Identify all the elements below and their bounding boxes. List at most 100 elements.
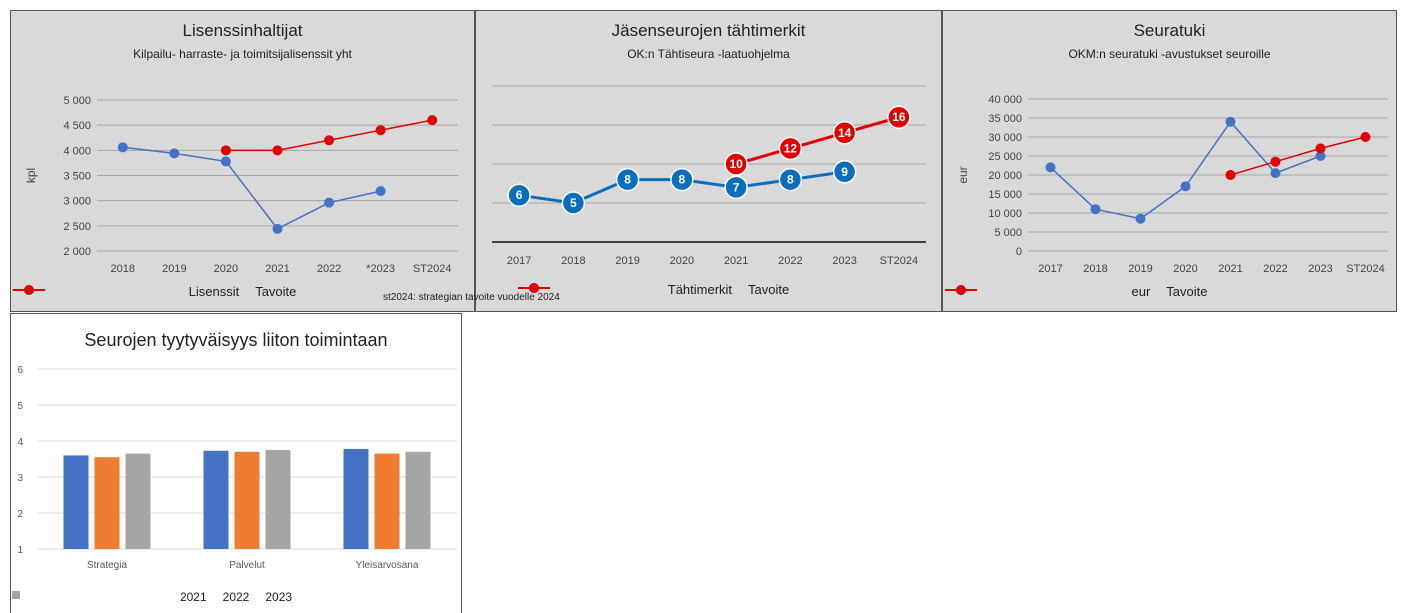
series-line-tavoite — [1230, 136, 1366, 176]
y-tick-label: 2 — [17, 509, 23, 520]
legend-item: Tavoite — [518, 282, 790, 297]
data-point — [832, 121, 857, 145]
bar — [203, 450, 229, 549]
legend-item: eur — [945, 284, 1150, 299]
legend-item: 2021 — [12, 590, 207, 604]
data-point — [1270, 168, 1281, 179]
legend-item: 2022 — [12, 590, 250, 604]
footnote: st2024: strategian tavoite vuodelle 2024 — [383, 292, 560, 303]
chart-subtitle: OKM:n seuratuki -avustukset seuroille — [1068, 47, 1271, 61]
data-point — [1135, 213, 1146, 224]
series-line-lisenssit — [122, 146, 381, 230]
data-point — [272, 145, 283, 156]
chart-legend: eur Tavoite — [943, 284, 1396, 299]
x-tick-label: 2018 — [111, 263, 135, 275]
chart-panel-seuratuki: Seuratuki OKM:n seuratuki -avustukset se… — [942, 10, 1397, 312]
x-tick-label: 2021 — [1218, 263, 1242, 275]
x-tick-label: 2021 — [724, 255, 748, 267]
legend-label: Tavoite — [1166, 284, 1208, 299]
x-tick-label: 2022 — [1263, 263, 1287, 275]
data-point — [1315, 143, 1326, 154]
data-label: 8 — [787, 173, 794, 187]
legend-item: 2023 — [12, 590, 293, 604]
legend-label: Lisenssit — [188, 284, 240, 299]
bar — [374, 453, 400, 549]
y-tick-label: 2 000 — [63, 246, 91, 258]
x-tick-label: 2019 — [1128, 263, 1152, 275]
y-tick-label: 15 000 — [988, 189, 1022, 201]
y-tick-label: 0 — [1016, 246, 1022, 258]
data-point — [272, 223, 283, 234]
data-point — [375, 125, 386, 136]
y-tick-label: 3 500 — [63, 171, 91, 183]
y-tick-label: 4 500 — [63, 120, 91, 132]
y-tick-label: 10 000 — [988, 208, 1022, 220]
x-tick-label: 2020 — [670, 255, 694, 267]
bar — [343, 448, 369, 549]
x-tick-label: 2018 — [1083, 263, 1107, 275]
data-point — [724, 152, 748, 176]
x-tick-label: ST2024 — [413, 263, 452, 275]
data-point — [1315, 151, 1326, 161]
x-tick-label: Yleisarvosana — [356, 560, 419, 571]
data-label: 9 — [841, 165, 848, 179]
chart-legend: Tähtimerkit Tavoite — [516, 282, 941, 297]
legend-item: Tavoite — [945, 284, 1208, 299]
data-point — [887, 105, 911, 129]
legend-item: Lisenssit — [13, 284, 240, 299]
legend-label: 2022 — [222, 590, 250, 604]
y-tick-label: 40 000 — [988, 94, 1022, 106]
x-tick-label: Strategia — [87, 560, 127, 571]
y-tick-label: 4 — [17, 437, 23, 448]
bar — [125, 453, 151, 549]
data-point — [615, 167, 640, 192]
y-tick-label: 5 — [17, 401, 23, 412]
x-tick-label: 2022 — [778, 255, 802, 267]
y-axis-label: eur — [956, 166, 970, 183]
chart-plot-tyytyvaisyys: 1 2 3 4 5 6 Strategia Palvelut Yleisarvosana — [17, 365, 457, 571]
chart-panel-lisenssinhaltijat: Lisenssinhaltijat Kilpailu- harraste- ja… — [10, 10, 475, 312]
data-point — [1180, 181, 1191, 192]
y-tick-label: 25 000 — [988, 151, 1022, 163]
data-label: 12 — [784, 141, 798, 155]
y-tick-label: 2 500 — [63, 221, 91, 233]
bar — [234, 451, 260, 549]
legend-label: 2023 — [265, 590, 293, 604]
legend-label: Tavoite — [748, 282, 790, 297]
data-point — [778, 136, 803, 161]
x-tick-label: 2021 — [265, 263, 289, 275]
y-tick-label: 5 000 — [63, 95, 91, 107]
series-line-tavoite — [735, 115, 900, 166]
data-point — [507, 183, 531, 207]
data-point — [670, 167, 694, 192]
chart-subtitle: OK:n Tähtiseura -laatuohjelma — [627, 47, 790, 61]
data-label: 6 — [516, 188, 523, 202]
x-tick-label: 2017 — [1038, 263, 1062, 275]
x-tick-label: 2019 — [615, 255, 639, 267]
data-point — [324, 135, 335, 146]
bar — [94, 457, 120, 549]
chart-subtitle: Kilpailu- harraste- ja toimitsijalisenss… — [133, 47, 352, 61]
legend-swatch — [12, 591, 20, 599]
chart-title: Jäsenseurojen tähtimerkit — [611, 21, 806, 40]
x-tick-label: ST2024 — [1346, 263, 1385, 275]
legend-swatch — [945, 285, 977, 295]
data-label: 8 — [679, 173, 686, 187]
data-point — [724, 175, 748, 200]
x-tick-label: 2022 — [317, 263, 341, 275]
data-label: 7 — [733, 180, 740, 194]
data-label: 16 — [892, 110, 906, 124]
chart-panel-tyytyvaisyys: Seurojen tyytyväisyys liiton toimintaan … — [10, 313, 462, 613]
x-tick-label: 2023 — [832, 255, 856, 267]
data-label: 10 — [729, 157, 743, 171]
chart-plot-seuratuki: 0 5 000 10 000 15 000 20 000 25 000 30 000 35 0… — [956, 94, 1388, 275]
chart-panel-tahtimerkit: Jäsenseurojen tähtimerkit OK:n Tähtiseur… — [475, 10, 942, 312]
data-label: 5 — [570, 196, 577, 210]
data-point — [220, 156, 231, 167]
x-tick-label: 2020 — [214, 263, 238, 275]
x-tick-label: ST2024 — [880, 255, 919, 267]
data-point — [220, 145, 231, 156]
chart-title: Lisenssinhaltijat — [182, 21, 303, 40]
data-point — [324, 197, 335, 208]
y-tick-label: 3 000 — [63, 196, 91, 208]
